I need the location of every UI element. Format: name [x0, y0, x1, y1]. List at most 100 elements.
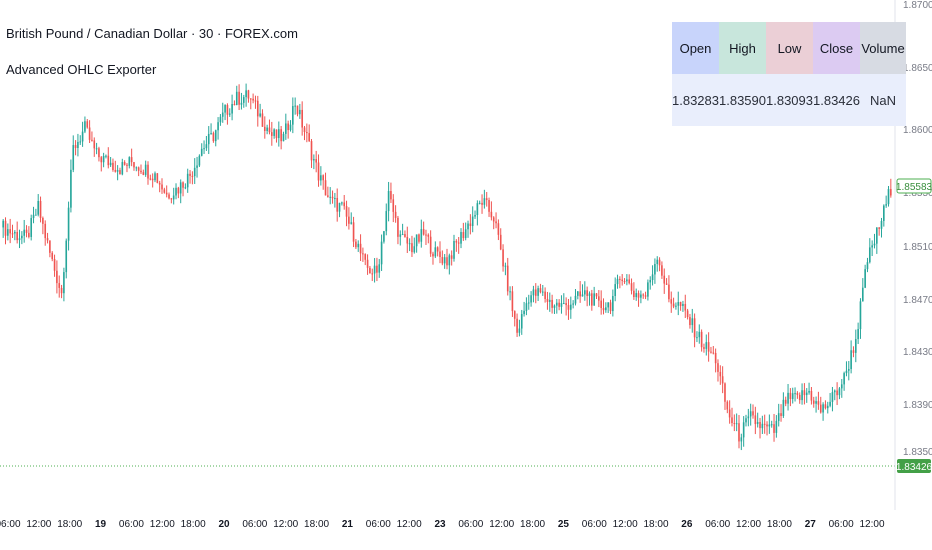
time-tick-label: 12:00 — [613, 519, 638, 530]
candle-body — [98, 148, 100, 158]
candle-body — [359, 243, 362, 254]
candle-body — [703, 347, 705, 349]
candle-body — [72, 145, 75, 170]
time-tick-label: 20 — [218, 519, 230, 530]
candle-body — [198, 155, 201, 166]
candle-body — [761, 423, 764, 429]
candle-body — [329, 196, 332, 198]
candle-body — [147, 164, 149, 179]
value-low: 1.83093 — [766, 74, 813, 126]
candle-body — [320, 175, 322, 181]
candle-body — [46, 238, 49, 241]
candle-body — [355, 241, 357, 248]
candle-body — [130, 157, 133, 163]
candle-body — [733, 423, 736, 425]
candle-body — [289, 124, 292, 131]
candle-body — [21, 235, 23, 239]
candle-body — [221, 112, 224, 117]
candle-body — [866, 262, 869, 270]
indicator-name[interactable]: Advanced OHLC Exporter — [6, 62, 157, 77]
candle-body — [558, 302, 560, 307]
time-tick-label: 06:00 — [366, 519, 391, 530]
candle-body — [523, 310, 525, 315]
time-tick-label: 18:00 — [304, 519, 329, 530]
candle-body — [789, 392, 792, 399]
candle-body — [845, 370, 848, 374]
candle-body — [30, 218, 33, 237]
candle-body — [595, 293, 598, 297]
candle-body — [67, 207, 70, 241]
candle-body — [273, 129, 275, 136]
candle-body — [490, 211, 493, 218]
candle-body — [74, 145, 77, 149]
candle-body — [831, 392, 834, 402]
symbol-title[interactable]: British Pound / Canadian Dollar · 30 · F… — [6, 26, 298, 41]
candle-body — [679, 302, 682, 306]
time-tick-label: 23 — [434, 519, 446, 530]
candle-body — [373, 265, 376, 274]
candle-body — [37, 200, 40, 215]
candle-body — [754, 415, 757, 425]
candle-body — [801, 390, 803, 401]
value-high: 1.83590 — [719, 74, 766, 126]
candle-body — [432, 253, 434, 257]
candle-body — [224, 105, 226, 113]
candle-body — [623, 281, 626, 283]
candle-body — [815, 401, 817, 404]
candle-body — [196, 165, 198, 168]
candle-body — [331, 196, 334, 199]
candle-body — [285, 123, 287, 134]
candle-body — [60, 287, 63, 294]
candle-body — [411, 243, 413, 253]
price-tick-label: 1.87000 — [903, 0, 932, 11]
candle-body — [128, 157, 131, 166]
candle-body — [829, 401, 831, 406]
current-price-tag-text: 1.85583 — [896, 182, 932, 193]
candle-body — [724, 383, 726, 402]
candle-body — [200, 148, 203, 156]
candle-body — [883, 205, 885, 221]
candle-body — [238, 91, 240, 105]
candle-body — [551, 299, 553, 308]
candle-body — [4, 220, 7, 236]
candle-body — [740, 437, 743, 442]
time-tick-label: 12:00 — [150, 519, 175, 530]
candle-body — [663, 275, 666, 284]
candle-body — [833, 390, 836, 393]
candle-body — [567, 305, 570, 310]
time-tick-label: 12:00 — [489, 519, 514, 530]
candle-body — [635, 293, 638, 298]
candle-body — [492, 217, 495, 222]
candle-body — [469, 223, 472, 227]
candle-body — [890, 189, 892, 196]
candle-body — [798, 394, 801, 401]
candle-body — [850, 350, 852, 370]
candle-body — [560, 303, 563, 307]
candle-body — [443, 257, 446, 264]
candle-body — [875, 227, 878, 244]
candle-body — [81, 131, 84, 142]
candle-body — [509, 291, 511, 293]
candle-body — [450, 255, 453, 259]
candle-body — [203, 148, 205, 150]
candle-body — [773, 424, 775, 433]
price-scale: 1.870001.865001.860001.855001.851001.847… — [903, 0, 932, 458]
candle-body — [672, 303, 675, 307]
candle-body — [156, 173, 159, 183]
candle-body — [581, 294, 584, 297]
candle-body — [497, 223, 500, 235]
candle-body — [614, 284, 617, 297]
candle-body — [541, 291, 544, 293]
candle-body — [205, 144, 208, 149]
candle-body — [446, 257, 448, 266]
candle-body — [404, 234, 406, 237]
candle-body — [327, 195, 329, 197]
candle-body — [481, 202, 483, 205]
candle-body — [777, 413, 780, 421]
price-tick-label: 1.84300 — [903, 347, 932, 358]
candles-layer — [2, 83, 892, 451]
candle-body — [728, 409, 731, 418]
candle-body — [838, 388, 841, 396]
candle-body — [228, 113, 231, 115]
